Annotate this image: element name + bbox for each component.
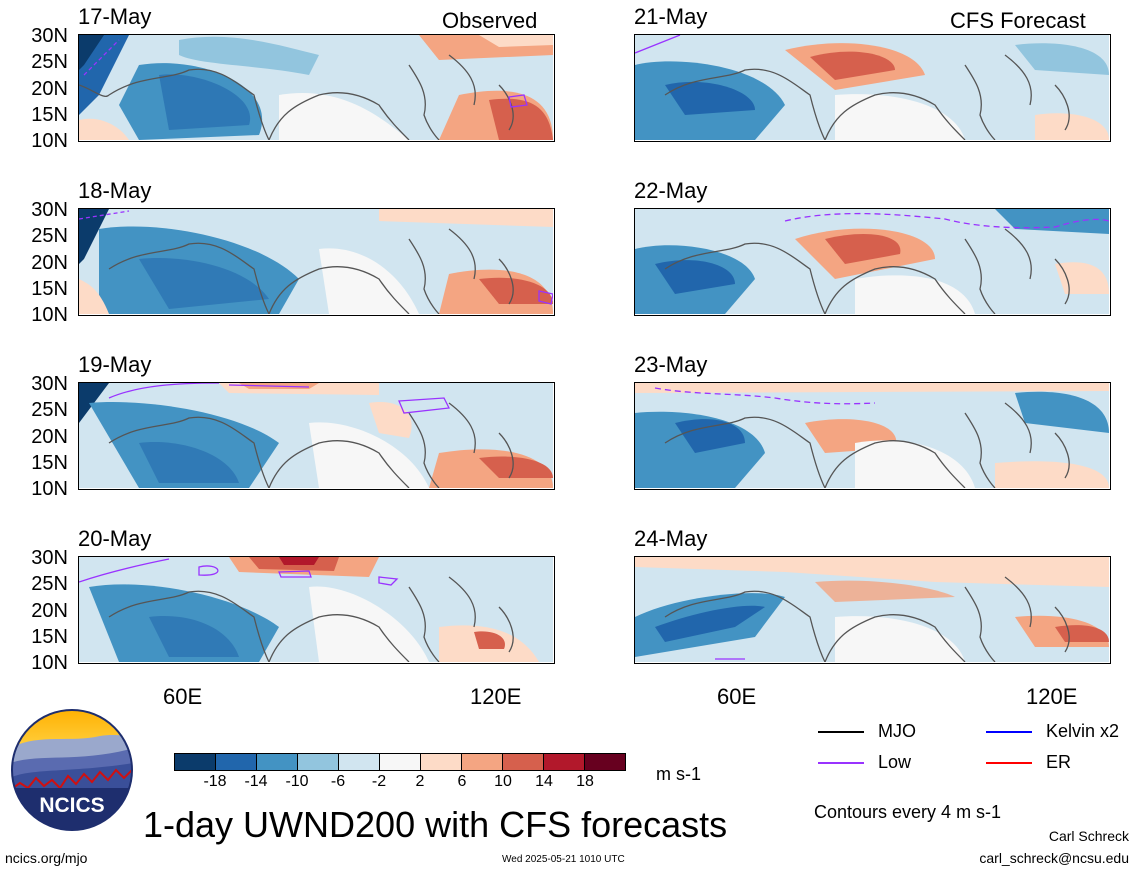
colorbar-label: -18: [203, 773, 227, 790]
colorbar-bin: [462, 754, 503, 770]
lat-tick: 10N: [31, 478, 68, 500]
wind-field-map: [79, 383, 553, 488]
lat-tick: 30N: [31, 25, 68, 47]
colorbar-bin: [216, 754, 257, 770]
colorbar-label: 14: [535, 773, 553, 790]
lat-tick: 20N: [31, 600, 68, 622]
footer-author: Carl Schreck: [1048, 828, 1129, 844]
lat-tick: 25N: [31, 51, 68, 73]
lon-tick-right-60e: 60E: [717, 684, 757, 709]
colorbar-bin: [339, 754, 380, 770]
lat-tick: 25N: [31, 225, 68, 247]
map-panel-24-may: [634, 556, 1111, 664]
er-legend-label: ER: [1046, 752, 1072, 772]
figure-title: 1-day UWND200 with CFS forecasts: [143, 804, 728, 845]
lat-tick: 10N: [31, 304, 68, 326]
forecast-label: CFS Forecast: [950, 8, 1086, 33]
colorbar-label: -14: [244, 773, 268, 790]
lat-tick: 25N: [31, 399, 68, 421]
lat-tick: 30N: [31, 373, 68, 395]
map-panel-20-may: [78, 556, 555, 664]
contour-note: Contours every 4 m s-1: [814, 802, 1002, 822]
lon-tick-left-120e: 120E: [470, 684, 522, 709]
colorbar-bin: [544, 754, 585, 770]
mjo-legend-line: [818, 731, 864, 733]
colorbar-label: -10: [285, 773, 309, 790]
lat-tick: 30N: [31, 199, 68, 221]
lat-tick: 20N: [31, 78, 68, 100]
mjo-legend-label: MJO: [878, 721, 916, 741]
wind-field-map: [635, 209, 1109, 314]
kelvin-legend-label: Kelvin x2: [1046, 721, 1120, 741]
colorbar-bin: [585, 754, 625, 770]
er-legend-line: [986, 762, 1032, 764]
lat-tick: 10N: [31, 130, 68, 152]
footer-email: carl_schreck@ncsu.edu: [979, 850, 1129, 866]
lat-tick: 25N: [31, 573, 68, 595]
lat-tick: 20N: [31, 426, 68, 448]
ncics-logo: NCICS: [10, 708, 134, 832]
kelvin-legend-line: [986, 731, 1032, 733]
wind-field-map: [635, 383, 1109, 488]
lat-tick: 15N: [31, 278, 68, 300]
panel-date-4: 20-May: [78, 526, 152, 551]
map-panel-17-may: [78, 34, 555, 142]
colorbar-bin: [298, 754, 339, 770]
map-panel-22-may: [634, 208, 1111, 316]
panel-date-8: 24-May: [634, 526, 708, 551]
low-legend-line: [818, 762, 864, 764]
panel-date-2: 18-May: [78, 178, 152, 203]
map-panel-18-may: [78, 208, 555, 316]
colorbar-label: 18: [576, 773, 594, 790]
logo-text: NCICS: [39, 794, 104, 817]
wind-field-map: [79, 557, 553, 662]
wind-field-map: [635, 35, 1109, 140]
colorbar-bin: [175, 754, 216, 770]
observed-label: Observed: [442, 8, 538, 33]
panel-date-3: 19-May: [78, 352, 152, 377]
panel-date-5: 21-May: [634, 4, 708, 29]
lat-tick: 10N: [31, 652, 68, 674]
map-panel-21-may: [634, 34, 1111, 142]
lat-tick: 30N: [31, 547, 68, 569]
panel-date-1: 17-May: [78, 4, 152, 29]
colorbar-label: -2: [371, 773, 387, 790]
lon-tick-right-120e: 120E: [1026, 684, 1078, 709]
wind-field-map: [635, 557, 1109, 662]
lat-tick: 15N: [31, 626, 68, 648]
colorbar: [174, 753, 626, 771]
wind-field-map: [79, 35, 553, 140]
colorbar-units: m s-1: [656, 764, 701, 784]
colorbar-bin: [257, 754, 298, 770]
lon-tick-left-60e: 60E: [163, 684, 203, 709]
colorbar-label: 6: [457, 773, 467, 790]
colorbar-bin: [380, 754, 421, 770]
panel-date-7: 23-May: [634, 352, 708, 377]
colorbar-bin: [503, 754, 544, 770]
colorbar-label: 10: [494, 773, 512, 790]
colorbar-label: 2: [415, 773, 425, 790]
lat-tick: 15N: [31, 452, 68, 474]
panel-date-6: 22-May: [634, 178, 708, 203]
lat-tick: 15N: [31, 104, 68, 126]
low-legend-label: Low: [878, 752, 912, 772]
footer-url: ncics.org/mjo: [5, 850, 88, 866]
colorbar-label: -6: [330, 773, 346, 790]
lat-tick: 20N: [31, 252, 68, 274]
map-panel-23-may: [634, 382, 1111, 490]
wind-field-map: [79, 209, 553, 314]
map-panel-19-may: [78, 382, 555, 490]
footer-timestamp: Wed 2025-05-21 1010 UTC: [502, 854, 625, 865]
colorbar-bin: [421, 754, 462, 770]
